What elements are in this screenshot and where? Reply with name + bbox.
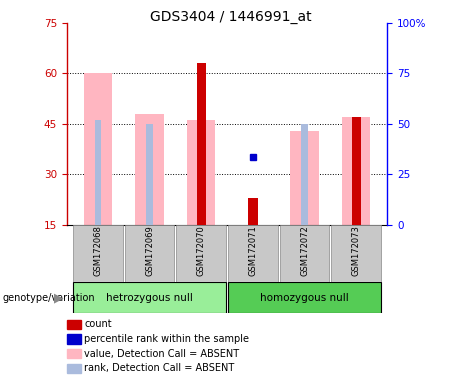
FancyBboxPatch shape xyxy=(73,225,123,282)
Bar xyxy=(136,114,164,225)
Bar xyxy=(301,124,307,225)
FancyBboxPatch shape xyxy=(228,282,381,313)
Text: GSM172069: GSM172069 xyxy=(145,225,154,276)
Text: GSM172071: GSM172071 xyxy=(248,225,257,276)
Text: homozygous null: homozygous null xyxy=(260,293,349,303)
FancyBboxPatch shape xyxy=(280,225,329,282)
Bar xyxy=(290,131,319,225)
FancyBboxPatch shape xyxy=(228,225,278,282)
FancyBboxPatch shape xyxy=(177,225,226,282)
Text: genotype/variation: genotype/variation xyxy=(2,293,95,303)
Bar xyxy=(353,124,359,225)
Text: value, Detection Call = ABSENT: value, Detection Call = ABSENT xyxy=(84,349,239,359)
Text: percentile rank within the sample: percentile rank within the sample xyxy=(84,334,249,344)
Text: ▶: ▶ xyxy=(54,291,64,304)
Bar xyxy=(352,117,361,225)
Bar xyxy=(248,198,258,225)
FancyBboxPatch shape xyxy=(331,225,381,282)
Text: GSM172068: GSM172068 xyxy=(93,225,102,276)
Bar xyxy=(196,63,206,225)
FancyBboxPatch shape xyxy=(125,225,174,282)
Bar xyxy=(147,124,153,225)
FancyBboxPatch shape xyxy=(73,282,226,313)
Bar xyxy=(83,73,112,225)
Text: rank, Detection Call = ABSENT: rank, Detection Call = ABSENT xyxy=(84,363,235,373)
Text: GSM172070: GSM172070 xyxy=(197,225,206,276)
Text: GDS3404 / 1446991_at: GDS3404 / 1446991_at xyxy=(150,10,311,23)
Bar xyxy=(342,117,371,225)
Bar xyxy=(95,121,101,225)
Bar xyxy=(187,121,215,225)
Bar xyxy=(198,121,204,225)
Text: hetrozygous null: hetrozygous null xyxy=(106,293,193,303)
Text: count: count xyxy=(84,319,112,329)
Text: GSM172072: GSM172072 xyxy=(300,225,309,276)
Text: GSM172073: GSM172073 xyxy=(352,225,361,276)
